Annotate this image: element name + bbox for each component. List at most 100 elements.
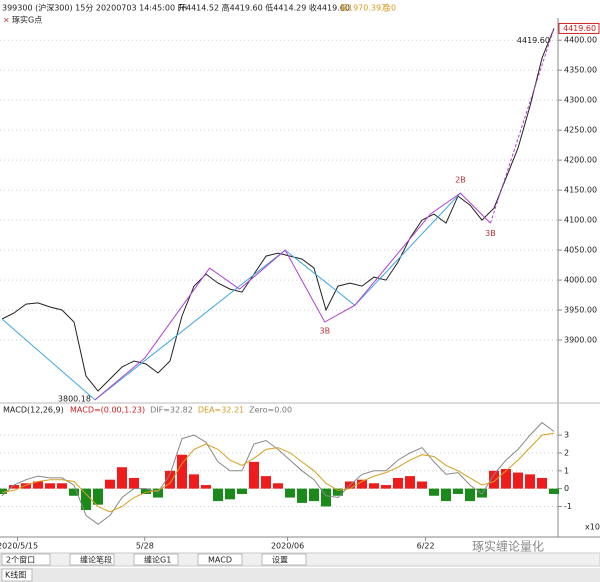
macd-bar bbox=[105, 479, 115, 489]
macd-bar bbox=[357, 479, 367, 489]
sheet-tab-label[interactable]: K线图 bbox=[5, 570, 26, 580]
toolbar-button-label[interactable]: MACD bbox=[208, 556, 232, 565]
macd-bar bbox=[9, 485, 19, 489]
toolbar-button-label[interactable]: 缠论G1 bbox=[144, 555, 171, 565]
header-info: 399300 (沪深300) 15分 20200703 14:45:00 Fri bbox=[2, 3, 187, 13]
macd-bar bbox=[273, 483, 283, 489]
macd-bar bbox=[489, 470, 499, 489]
high-label: 4419.60 bbox=[517, 36, 550, 45]
sheet-tab[interactable] bbox=[1, 568, 33, 582]
macd-bar bbox=[69, 488, 79, 496]
macd-bar bbox=[453, 488, 463, 494]
macd-bar bbox=[501, 469, 511, 489]
y-tick-label: 3900.00 bbox=[564, 336, 597, 345]
macd-bar bbox=[261, 476, 271, 489]
x-tick-label: 6/22 bbox=[417, 542, 435, 551]
series-line bbox=[1, 432, 555, 513]
macd-bar bbox=[513, 472, 523, 489]
y-tick-label: 3 bbox=[564, 431, 569, 440]
macd-bar bbox=[225, 488, 235, 500]
macd-bar bbox=[429, 488, 439, 496]
macd-bar bbox=[525, 474, 535, 489]
y-tick-label: 4250.00 bbox=[564, 126, 597, 135]
macd-bar bbox=[549, 488, 559, 494]
toolbar-button-label[interactable]: 2个窗口 bbox=[6, 555, 35, 565]
header-ohlc: 开4414.52 高4419.60 低4414.29 收4419.60 bbox=[178, 3, 350, 13]
y-tick-label: 4200.00 bbox=[564, 156, 597, 165]
macd-bar bbox=[405, 476, 415, 489]
y-tick-label: 4000.00 bbox=[564, 276, 597, 285]
scale-label: x10 bbox=[585, 523, 600, 532]
macd-bar bbox=[0, 488, 7, 494]
series-line bbox=[94, 192, 491, 401]
y-tick-label: 4300.00 bbox=[564, 96, 597, 105]
macd-bar bbox=[33, 481, 43, 489]
signal-label: 2B bbox=[455, 175, 466, 184]
series-line bbox=[1, 421, 555, 525]
macd-bar bbox=[153, 488, 163, 498]
macd-bar bbox=[465, 488, 475, 502]
watermark: 琢实缠论量化 bbox=[472, 539, 544, 554]
macd-bar bbox=[417, 481, 427, 489]
macd-bar bbox=[321, 488, 331, 507]
macd-bar bbox=[249, 461, 259, 489]
macd-bar bbox=[237, 488, 247, 494]
series-line bbox=[489, 28, 555, 224]
macd-bar bbox=[333, 488, 343, 496]
macd-bar bbox=[165, 470, 175, 489]
y-tick-label: 4400.00 bbox=[564, 36, 597, 45]
macd-title: MACD(12,26,9) bbox=[3, 406, 64, 415]
x-tick-label: 5/28 bbox=[136, 542, 154, 551]
last-price-label: 4419.60 bbox=[563, 24, 596, 33]
macd-bar bbox=[141, 488, 151, 494]
macd-bar bbox=[297, 488, 307, 503]
sheet-bar bbox=[0, 568, 600, 582]
macd-bar bbox=[393, 477, 403, 489]
last-price-tag bbox=[558, 22, 600, 34]
y-tick-label: 0 bbox=[564, 484, 569, 493]
macd-bar bbox=[21, 483, 31, 489]
close-icon[interactable]: × bbox=[3, 16, 10, 25]
signal-label: 3B bbox=[485, 229, 496, 238]
macd-bar bbox=[189, 474, 199, 489]
indicator-name: 琢实G点 bbox=[12, 15, 42, 25]
macd-readout: Zero=0.00 bbox=[249, 406, 292, 415]
toolbar-button[interactable] bbox=[261, 553, 307, 566]
macd-bar bbox=[537, 477, 547, 489]
series-line bbox=[1, 28, 555, 392]
macd-bar bbox=[285, 488, 295, 498]
toolbar-button[interactable] bbox=[69, 553, 115, 566]
macd-bar bbox=[81, 488, 91, 511]
y-tick-label: 4350.00 bbox=[564, 66, 597, 75]
macd-bar bbox=[369, 483, 379, 489]
low-label: 3800.18 bbox=[58, 394, 91, 403]
toolbar-button[interactable] bbox=[1, 553, 51, 566]
macd-bar bbox=[117, 467, 127, 489]
signal-label: 3B bbox=[320, 327, 331, 336]
macd-bar bbox=[93, 488, 103, 505]
header-volume: 量1970.39万 bbox=[340, 4, 389, 13]
toolbar-button[interactable] bbox=[133, 553, 179, 566]
macd-readout: MACD=(0.00,1.23) bbox=[70, 406, 145, 415]
y-tick-label: 4050.00 bbox=[564, 246, 597, 255]
x-tick-label: 2020/5/15 bbox=[0, 542, 38, 551]
y-tick-label: 4150.00 bbox=[564, 186, 597, 195]
macd-bar bbox=[201, 485, 211, 489]
macd-bar bbox=[309, 488, 319, 502]
toolbar-button-label[interactable]: 设置 bbox=[272, 555, 288, 565]
macd-readout: DEA=32.21 bbox=[198, 406, 244, 415]
y-tick-label: -1 bbox=[564, 502, 572, 511]
y-tick-label: 3950.00 bbox=[564, 306, 597, 315]
macd-bar bbox=[381, 485, 391, 489]
macd-readout: DIF=32.82 bbox=[150, 406, 193, 415]
macd-bar bbox=[57, 483, 67, 489]
macd-bar bbox=[213, 488, 223, 502]
macd-bar bbox=[45, 483, 55, 489]
toolbar-button[interactable] bbox=[197, 553, 243, 566]
y-tick-label: 1 bbox=[564, 466, 569, 475]
macd-bar bbox=[129, 477, 139, 489]
header-extra: 合0 bbox=[383, 3, 396, 13]
toolbar-button-label[interactable]: 缠论笔段 bbox=[80, 555, 112, 565]
